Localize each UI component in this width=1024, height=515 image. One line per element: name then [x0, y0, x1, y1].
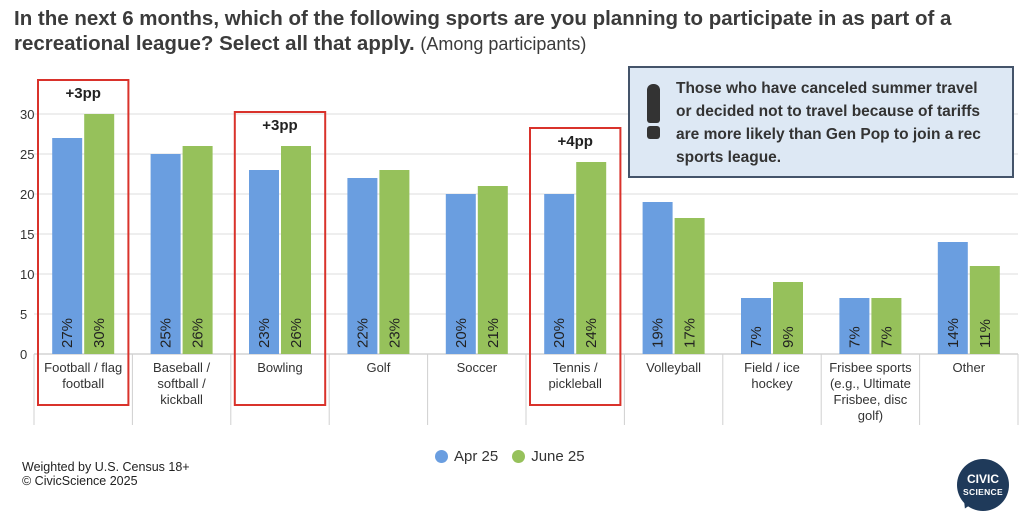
bar-jun — [84, 114, 115, 354]
bar-apr — [741, 298, 771, 354]
legend-swatch-apr — [435, 450, 448, 463]
change-label: +4pp — [557, 133, 592, 150]
data-label: 24% — [583, 318, 600, 348]
x-tick-label: Bowling — [257, 360, 303, 375]
x-tick-label: Soccer — [457, 360, 498, 375]
exclamation-icon — [647, 84, 660, 123]
data-label: 17% — [682, 318, 699, 348]
legend: Apr 25 June 25 — [435, 448, 591, 465]
change-label: +3pp — [65, 85, 100, 102]
data-label: 9% — [780, 326, 797, 348]
y-tick-label: 25 — [20, 147, 34, 162]
data-label: 14% — [945, 318, 962, 348]
legend-label-apr: Apr 25 — [454, 448, 499, 465]
y-tick-label: 20 — [20, 187, 34, 202]
footnote-copyright: © CivicScience 2025 — [22, 474, 138, 488]
x-tick-label: Field / ice — [744, 360, 800, 375]
bar-apr — [150, 154, 181, 354]
x-tick-label: hockey — [751, 376, 793, 391]
change-label: +3pp — [262, 117, 297, 134]
x-tick-label: Golf — [366, 360, 390, 375]
data-label: 21% — [485, 318, 502, 348]
y-tick-label: 15 — [20, 227, 34, 242]
x-tick-label: Baseball / — [153, 360, 210, 375]
x-tick-label: Volleyball — [646, 360, 701, 375]
data-label: 20% — [551, 318, 568, 348]
data-label: 22% — [354, 318, 371, 348]
data-label: 7% — [748, 326, 765, 348]
bar-jun — [576, 162, 607, 354]
bar-apr — [544, 194, 575, 354]
legend-label-jun: June 25 — [531, 448, 585, 465]
x-tick-label: Football / flag — [44, 360, 122, 375]
x-tick-label: Frisbee, disc — [834, 392, 908, 407]
data-label: 7% — [846, 326, 863, 348]
callout-text: Those who have canceled summer travel or… — [676, 80, 981, 166]
exclamation-dot — [647, 126, 660, 139]
bar-apr — [347, 178, 378, 354]
data-label: 26% — [190, 318, 207, 348]
data-label: 30% — [91, 318, 108, 348]
data-label: 27% — [59, 318, 76, 348]
callout-box: Those who have canceled summer travel or… — [628, 66, 1014, 178]
x-tick-label: football — [62, 376, 104, 391]
chart-title-main: In the next 6 months, which of the follo… — [14, 7, 952, 55]
bar-jun — [969, 266, 1000, 354]
chart-title: In the next 6 months, which of the follo… — [14, 6, 1014, 57]
bar-jun — [182, 146, 213, 354]
y-tick-label: 5 — [20, 307, 27, 322]
chart-subtitle: (Among participants) — [420, 34, 587, 54]
civicscience-logo: CIVIC SCIENCE — [957, 459, 1009, 512]
legend-item-apr: Apr 25 — [435, 448, 498, 465]
y-tick-label: 10 — [20, 267, 34, 282]
highlight-box — [529, 127, 622, 406]
x-tick-label: Frisbee sports — [829, 360, 912, 375]
data-label: 11% — [977, 319, 994, 348]
bar-apr — [937, 242, 968, 354]
x-tick-label: pickleball — [548, 376, 602, 391]
bar-jun — [281, 146, 311, 354]
data-label: 20% — [453, 318, 470, 348]
bar-jun — [871, 298, 902, 354]
bar-jun — [477, 186, 508, 354]
legend-swatch-jun — [512, 450, 526, 463]
footnote-weighting: Weighted by U.S. Census 18+ — [22, 460, 190, 474]
y-tick-label: 30 — [20, 107, 34, 122]
bar-apr — [445, 194, 476, 354]
bar-jun — [773, 282, 803, 354]
data-label: 19% — [650, 318, 667, 348]
bar-apr — [642, 202, 673, 354]
logo-text-civic: CIVIC — [966, 472, 999, 486]
bar-jun — [379, 170, 410, 354]
y-tick-label: 0 — [20, 347, 27, 362]
x-tick-label: golf) — [858, 408, 883, 423]
x-tick-label: Tennis / — [553, 360, 598, 375]
bar-jun — [674, 218, 705, 354]
logo-text-science: SCIENCE — [963, 487, 1003, 497]
bar-apr — [249, 170, 279, 354]
bar-apr — [839, 298, 870, 354]
x-tick-label: softball / — [157, 376, 206, 391]
data-label: 23% — [386, 318, 403, 348]
x-tick-label: Other — [953, 360, 986, 375]
highlight-box — [233, 111, 327, 406]
data-label: 7% — [878, 326, 895, 348]
bar-apr — [52, 138, 83, 354]
data-label: 25% — [158, 318, 175, 348]
data-label: 26% — [288, 318, 305, 348]
legend-item-jun: June 25 — [512, 448, 585, 465]
footnote: Weighted by U.S. Census 18+ © CivicScien… — [22, 460, 190, 488]
highlight-box — [37, 79, 130, 406]
x-tick-label: (e.g., Ultimate — [830, 376, 911, 391]
x-tick-label: kickball — [160, 392, 203, 407]
data-label: 23% — [256, 318, 273, 348]
